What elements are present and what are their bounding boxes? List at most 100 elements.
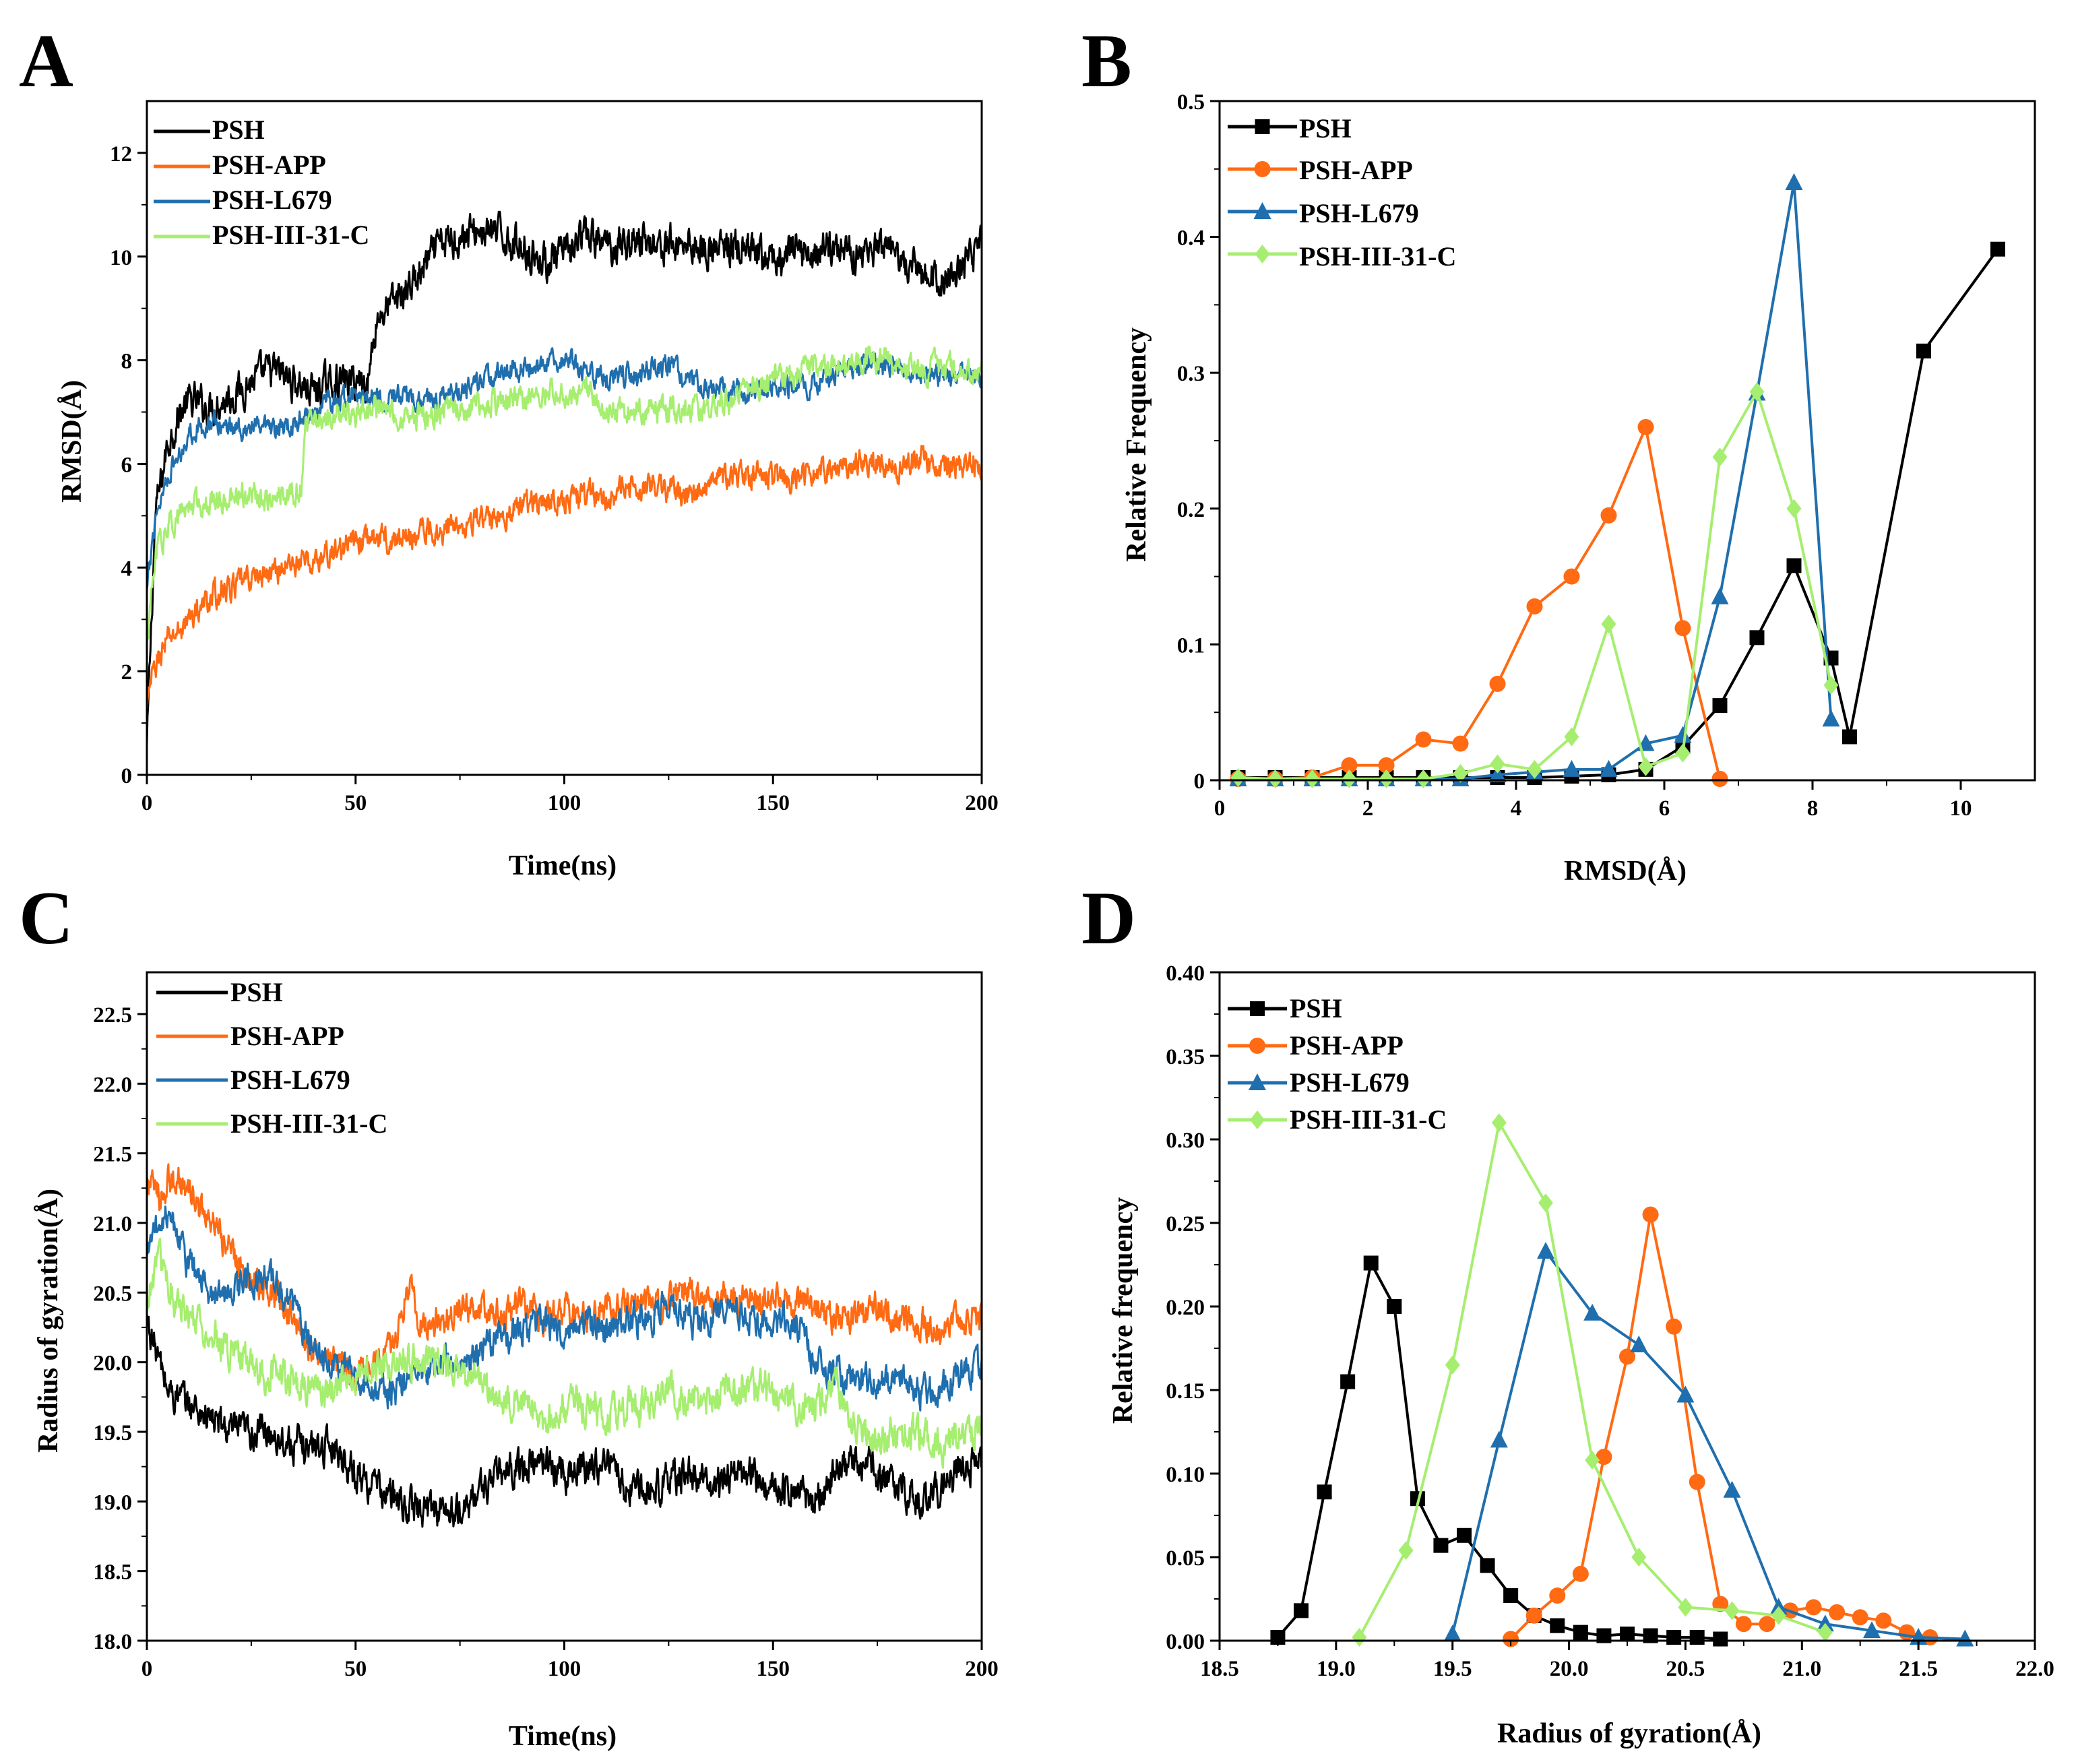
data-point-psh-l679-12 [1674,726,1692,743]
data-point-psh-app-5 [1415,731,1432,748]
series-line-psh-iii-31-c [1238,390,1833,780]
panel-letter-c: C [19,877,73,960]
series-psh-iii-31-c [1230,382,1839,788]
x-tick-label: 50 [344,791,367,815]
data-point-psh-iii-31-c-11 [1638,757,1654,776]
data-point-psh-app-5 [1619,1348,1635,1365]
data-point-psh-13 [1712,698,1728,714]
legend-label-d-psh-l679: PSH-L679 [1290,1067,1410,1098]
y-tick-label: 0.15 [1166,1379,1205,1404]
data-point-psh-iii-31-c-10 [1601,615,1616,634]
data-point-psh-iii-31-c-6 [1631,1548,1647,1567]
y-axis-title-b: Relative Frequency [1121,327,1152,562]
data-point-psh-l679-0 [1443,1625,1461,1642]
data-point-psh-9 [1480,1558,1495,1573]
data-point-psh-16 [1643,1628,1658,1643]
y-tick-label: 0.30 [1166,1129,1205,1153]
data-point-psh-iii-31-c-1 [1398,1541,1414,1561]
series-line-psh-app [1238,425,1722,780]
legend-b: PSH PSH-APP PSH-L679 PSH-III-31-C [1299,113,1456,272]
data-point-psh-iii-31-c-3 [1342,769,1357,788]
data-point-psh-app-14 [1829,1604,1846,1620]
y-tick-label: 21.5 [93,1143,132,1167]
data-point-psh-app-11 [1637,418,1654,435]
series-line-psh-iii-31-c [146,346,983,643]
panel-a: A 0 50 100 150 200 0 2 4 6 8 10 12 Time(ns) RMSD(Å)… [19,20,999,881]
plot-area-b: 0 2 4 6 8 10 0 0.1 0.2 0.3 0.4 0.5 [1177,90,2036,821]
data-point-psh-l679-9 [1563,759,1581,777]
legend-label-c-psh-iii-31-c: PSH-III-31-C [230,1108,387,1139]
y-axis-title-a: RMSD(Å) [57,380,88,503]
legend-c: PSH PSH-APP PSH-L679 PSH-III-31-C [230,977,387,1139]
y-tick-label: 0.3 [1177,362,1205,386]
data-point-psh-app-8 [1689,1474,1705,1490]
panel-b: B 0 2 4 6 8 10 0 0.1 0.2 0.3 0.4 0.5 RMSD(Å) Relati… [1081,20,2036,887]
data-point-psh-l679-2 [1537,1242,1554,1259]
y-tick-label: 18.5 [93,1561,132,1585]
x-tick-label: 50 [344,1657,367,1681]
x-tick-label: 100 [548,791,581,815]
data-point-psh-iii-31-c-10 [1817,1623,1833,1642]
x-tick-label: 0 [141,791,153,815]
y-tick-label: 19.5 [93,1421,132,1445]
data-point-psh-iii-31-c-1 [1267,769,1283,788]
data-point-psh-app-12 [1674,620,1691,637]
data-point-psh-app-4 [1596,1449,1612,1466]
legend-marker-psh-l679 [1249,1073,1266,1090]
legend-label-d-psh-app: PSH-APP [1290,1030,1404,1061]
data-point-psh-app-8 [1526,598,1543,615]
plot-area-c: 0 50 100 150 200 18.0 18.5 19.0 19.5 20.0 20.5 21.0… [93,971,999,1681]
series-psh [146,1315,983,1528]
plot-area-d: 18.5 19.0 19.5 20.0 20.5 21.0 21.5 22.0 0.00 0.05… [1166,962,2054,1681]
y-tick-label: 0.05 [1166,1546,1205,1571]
data-point-psh-iii-31-c-5 [1585,1451,1600,1470]
data-point-psh-app-4 [1378,757,1395,774]
plot-area-a: 0 50 100 150 200 0 2 4 6 8 10 12 [110,100,999,815]
data-point-psh-app-2 [1549,1587,1566,1604]
y-tick-label: 4 [121,557,133,581]
x-axis-title-d: Radius of gyration(Å) [1497,1718,1761,1749]
legend-marker-psh [1250,1001,1265,1016]
series-line-psh-iii-31-c [146,1238,983,1469]
series-line-psh-app [146,445,983,710]
data-point-psh-l679-5 [1676,1385,1695,1403]
data-point-psh-18 [1689,1630,1705,1645]
legend-label-c-psh: PSH [230,977,283,1007]
data-point-psh-iii-31-c-4 [1379,769,1394,788]
data-point-psh-app-11 [1759,1616,1775,1633]
y-tick-label: 20.0 [93,1352,132,1376]
data-point-psh-iii-31-c-8 [1527,759,1542,779]
x-tick-label: 6 [1659,796,1670,821]
x-tick-label: 8 [1807,796,1819,821]
y-tick-label: 0 [1194,769,1205,794]
data-point-psh-app-10 [1600,507,1617,524]
legend-a: PSH PSH-APP PSH-L679 PSH-III-31-C [212,115,369,250]
data-point-psh-app-15 [1852,1609,1868,1626]
series-psh [146,210,983,746]
data-point-psh-iii-31-c-3 [1491,1113,1507,1133]
x-tick-label: 0 [1214,796,1226,821]
data-point-psh-iii-31-c-12 [1675,743,1691,763]
data-point-psh-10 [1503,1588,1519,1604]
legend-marker-psh-app [1254,161,1271,177]
data-point-psh-app-0 [1503,1631,1519,1647]
data-point-psh-1 [1294,1603,1309,1618]
data-point-psh-iii-31-c-2 [1304,769,1320,788]
data-point-psh-l679-16 [1822,710,1840,727]
data-point-psh-app-7 [1666,1318,1682,1335]
series-psh [1270,1255,1728,1647]
data-point-psh-iii-31-c-7 [1678,1598,1693,1617]
data-point-psh-l679-4 [1630,1335,1648,1353]
x-tick-label: 18.5 [1200,1657,1239,1681]
data-point-psh-l679-7 [1488,765,1507,782]
y-axis-title-c: Radius of gyration(Å) [33,1189,64,1453]
data-point-psh-iii-31-c-14 [1749,382,1765,402]
data-point-psh-2 [1317,1484,1332,1500]
x-tick-label: 19.5 [1433,1657,1472,1681]
legend-marker-psh-iii-31-c [1250,1110,1265,1129]
legend-label-b-psh-app: PSH-APP [1299,155,1413,185]
data-point-psh-4 [1363,1255,1379,1271]
data-point-psh-iii-31-c-9 [1771,1606,1786,1625]
data-point-psh-14 [1749,630,1765,645]
data-point-psh-app-16 [1875,1612,1892,1629]
